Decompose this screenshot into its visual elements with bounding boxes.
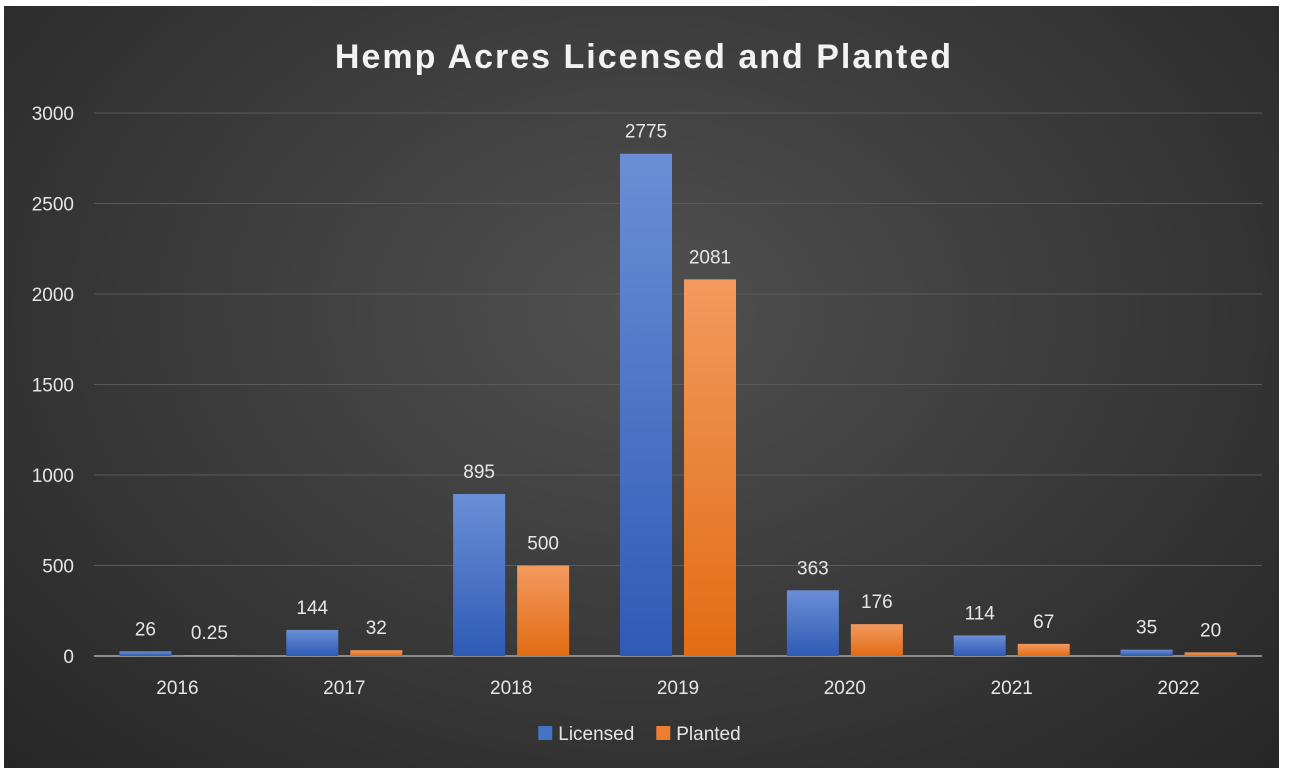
data-label: 176 bbox=[861, 592, 893, 613]
bar-licensed-2022 bbox=[1120, 649, 1173, 656]
chart-title: Hemp Acres Licensed and Planted bbox=[335, 38, 953, 76]
bar-planted-2017 bbox=[350, 650, 403, 656]
bar-licensed-2017 bbox=[286, 629, 339, 656]
y-tick-label: 500 bbox=[42, 557, 74, 578]
y-axis: 0 500 1000 1500 2000 2500 3000 bbox=[32, 104, 74, 668]
data-label: 0.25 bbox=[191, 623, 228, 644]
bar-planted-2019 bbox=[684, 279, 736, 656]
data-label: 35 bbox=[1136, 618, 1157, 639]
x-tick-label: 2020 bbox=[824, 678, 866, 699]
y-tick-label: 2500 bbox=[32, 195, 74, 216]
data-label: 363 bbox=[797, 558, 829, 579]
data-label: 114 bbox=[965, 603, 996, 624]
bars bbox=[119, 153, 1237, 656]
bar-chart: Hemp Acres Licensed and Planted 0 500 1000… bbox=[32, 38, 1262, 745]
x-tick-label: 2021 bbox=[991, 678, 1033, 699]
y-tick-label: 0 bbox=[63, 647, 74, 668]
data-label: 500 bbox=[527, 534, 559, 555]
legend-swatch-licensed bbox=[538, 726, 553, 740]
gridlines bbox=[94, 112, 1262, 657]
legend: Licensed Planted bbox=[538, 724, 741, 745]
bar-licensed-2016 bbox=[119, 651, 172, 656]
y-tick-label: 1500 bbox=[32, 376, 74, 397]
x-tick-label: 2018 bbox=[490, 678, 532, 699]
y-tick-label: 3000 bbox=[32, 104, 74, 125]
data-label: 20 bbox=[1200, 620, 1221, 641]
y-tick-label: 1000 bbox=[32, 466, 74, 487]
bar-licensed-2019 bbox=[620, 153, 672, 656]
x-tick-label: 2019 bbox=[657, 678, 699, 699]
x-tick-label: 2017 bbox=[323, 678, 365, 699]
data-label: 2775 bbox=[625, 122, 667, 143]
bar-planted-2020 bbox=[850, 624, 903, 656]
bar-licensed-2020 bbox=[786, 590, 839, 656]
bar-licensed-2021 bbox=[953, 635, 1006, 656]
y-tick-label: 2000 bbox=[32, 285, 74, 306]
bar-planted-2016 bbox=[183, 655, 236, 656]
bar-licensed-2018 bbox=[453, 494, 506, 656]
chart-frame: Hemp Acres Licensed and Planted 0 500 1000… bbox=[4, 6, 1279, 768]
data-label: 26 bbox=[135, 619, 156, 640]
data-labels: 26 0.25 144 32 895 500 2775 2081 363 176 114 67 35 20 bbox=[135, 122, 1221, 644]
data-label: 32 bbox=[366, 618, 387, 639]
legend-label-planted: Planted bbox=[676, 724, 740, 745]
x-axis: 2016 2017 2018 2019 2020 2021 2022 bbox=[156, 678, 1199, 699]
legend-label-licensed: Licensed bbox=[558, 724, 634, 745]
data-label: 2081 bbox=[689, 247, 731, 268]
data-label: 67 bbox=[1033, 612, 1054, 633]
data-label: 895 bbox=[463, 462, 495, 483]
legend-swatch-planted bbox=[656, 726, 671, 740]
bar-planted-2022 bbox=[1184, 652, 1237, 656]
bar-planted-2018 bbox=[517, 565, 570, 656]
x-tick-label: 2016 bbox=[156, 678, 198, 699]
data-label: 144 bbox=[296, 598, 328, 619]
x-tick-label: 2022 bbox=[1157, 678, 1199, 699]
bar-planted-2021 bbox=[1017, 643, 1070, 656]
